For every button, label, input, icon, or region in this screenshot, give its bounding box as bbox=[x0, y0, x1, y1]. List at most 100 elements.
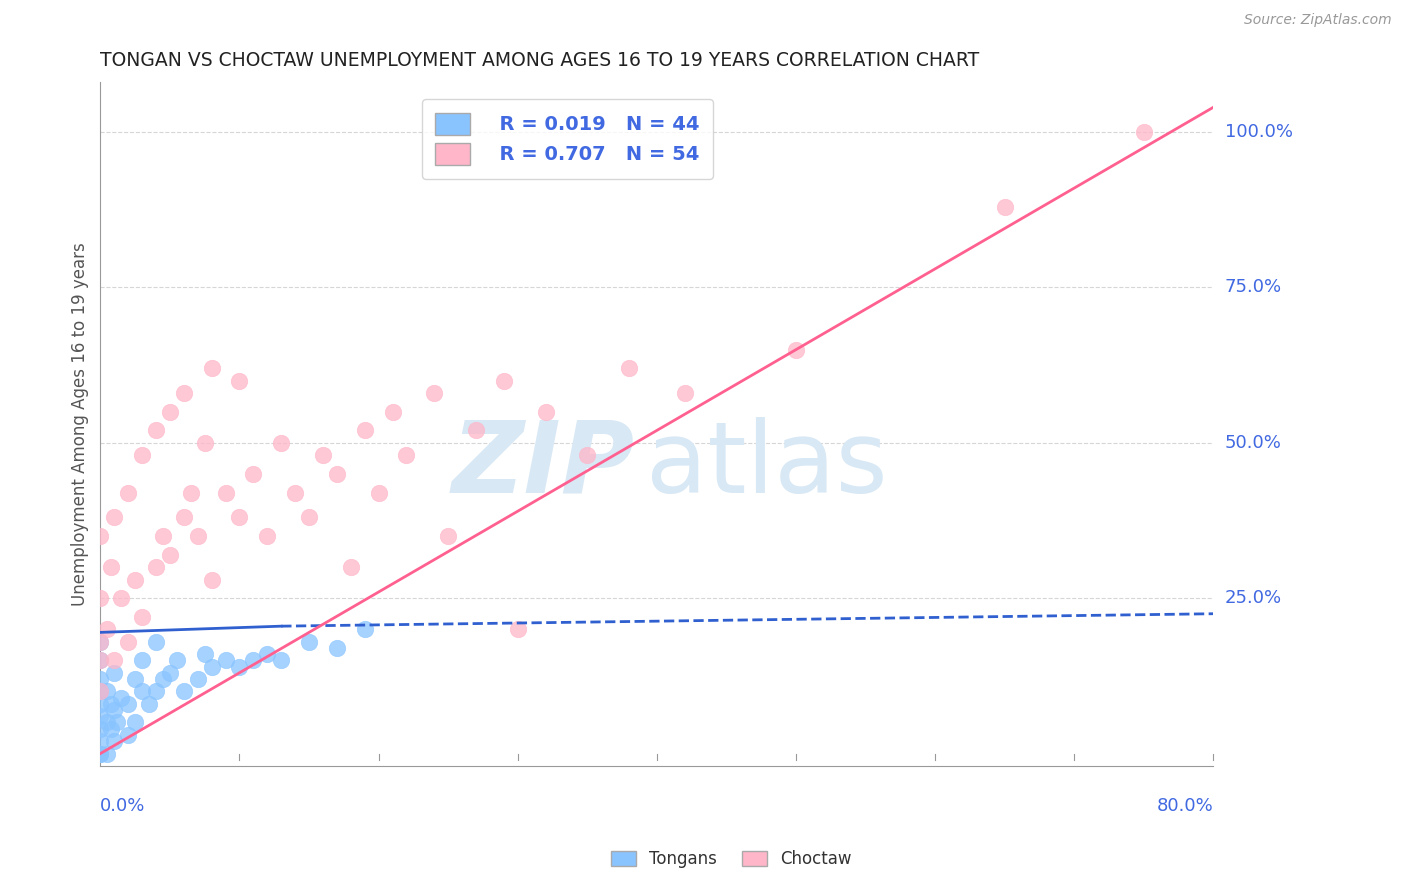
Point bbox=[103, 510, 125, 524]
Point bbox=[194, 647, 217, 661]
Point bbox=[145, 634, 167, 648]
Point bbox=[89, 672, 111, 686]
Legend: Tongans, Choctaw: Tongans, Choctaw bbox=[605, 844, 858, 875]
Point bbox=[96, 684, 118, 698]
Point bbox=[353, 622, 375, 636]
Point bbox=[201, 361, 224, 376]
Point bbox=[534, 405, 557, 419]
Point bbox=[173, 386, 195, 401]
Point bbox=[1133, 125, 1156, 139]
Point bbox=[117, 634, 139, 648]
Point bbox=[110, 591, 132, 606]
Point bbox=[100, 560, 122, 574]
Point bbox=[100, 697, 122, 711]
Point bbox=[96, 747, 118, 761]
Point bbox=[152, 529, 174, 543]
Point bbox=[506, 622, 529, 636]
Point bbox=[353, 424, 375, 438]
Point bbox=[284, 485, 307, 500]
Point bbox=[214, 653, 236, 667]
Point bbox=[187, 529, 209, 543]
Point bbox=[89, 591, 111, 606]
Point bbox=[103, 734, 125, 748]
Point bbox=[138, 697, 160, 711]
Point bbox=[492, 374, 515, 388]
Point bbox=[194, 435, 217, 450]
Point bbox=[89, 709, 111, 723]
Point bbox=[298, 634, 321, 648]
Point bbox=[340, 560, 363, 574]
Point bbox=[89, 684, 111, 698]
Point bbox=[124, 672, 146, 686]
Point bbox=[159, 405, 181, 419]
Point bbox=[117, 485, 139, 500]
Point bbox=[117, 697, 139, 711]
Point bbox=[110, 690, 132, 705]
Text: 75.0%: 75.0% bbox=[1225, 278, 1282, 296]
Point bbox=[89, 684, 111, 698]
Point bbox=[228, 510, 250, 524]
Point bbox=[270, 653, 292, 667]
Text: TONGAN VS CHOCTAW UNEMPLOYMENT AMONG AGES 16 TO 19 YEARS CORRELATION CHART: TONGAN VS CHOCTAW UNEMPLOYMENT AMONG AGE… bbox=[100, 51, 980, 70]
Point bbox=[152, 672, 174, 686]
Point bbox=[96, 715, 118, 730]
Text: 25.0%: 25.0% bbox=[1225, 590, 1282, 607]
Point bbox=[201, 659, 224, 673]
Point bbox=[124, 715, 146, 730]
Point bbox=[994, 200, 1017, 214]
Text: ZIP: ZIP bbox=[451, 417, 634, 514]
Point bbox=[89, 653, 111, 667]
Point bbox=[367, 485, 389, 500]
Text: atlas: atlas bbox=[645, 417, 887, 514]
Point bbox=[437, 529, 460, 543]
Point bbox=[131, 684, 153, 698]
Point bbox=[89, 747, 111, 761]
Point bbox=[214, 485, 236, 500]
Point bbox=[187, 672, 209, 686]
Point bbox=[201, 573, 224, 587]
Point bbox=[423, 386, 446, 401]
Point bbox=[145, 684, 167, 698]
Point bbox=[100, 722, 122, 736]
Text: 0.0%: 0.0% bbox=[100, 797, 146, 814]
Point bbox=[89, 634, 111, 648]
Point bbox=[145, 560, 167, 574]
Point bbox=[381, 405, 404, 419]
Point bbox=[124, 573, 146, 587]
Point bbox=[96, 622, 118, 636]
Point bbox=[785, 343, 807, 357]
Point bbox=[105, 715, 128, 730]
Point bbox=[298, 510, 321, 524]
Point bbox=[89, 747, 111, 761]
Point bbox=[242, 653, 264, 667]
Text: 80.0%: 80.0% bbox=[1157, 797, 1213, 814]
Point bbox=[89, 634, 111, 648]
Point bbox=[228, 374, 250, 388]
Point bbox=[312, 448, 335, 462]
Point bbox=[103, 665, 125, 680]
Point bbox=[89, 653, 111, 667]
Point bbox=[326, 640, 349, 655]
Point bbox=[166, 653, 188, 667]
Point bbox=[117, 728, 139, 742]
Point bbox=[242, 467, 264, 481]
Point bbox=[326, 467, 349, 481]
Y-axis label: Unemployment Among Ages 16 to 19 years: Unemployment Among Ages 16 to 19 years bbox=[72, 243, 89, 606]
Point bbox=[159, 665, 181, 680]
Point bbox=[89, 529, 111, 543]
Point bbox=[228, 659, 250, 673]
Point bbox=[256, 647, 278, 661]
Text: 50.0%: 50.0% bbox=[1225, 434, 1281, 452]
Point bbox=[145, 424, 167, 438]
Point bbox=[465, 424, 488, 438]
Text: Source: ZipAtlas.com: Source: ZipAtlas.com bbox=[1244, 13, 1392, 28]
Point bbox=[270, 435, 292, 450]
Text: 100.0%: 100.0% bbox=[1225, 123, 1292, 141]
Point bbox=[89, 734, 111, 748]
Point bbox=[395, 448, 418, 462]
Point bbox=[256, 529, 278, 543]
Point bbox=[103, 703, 125, 717]
Point bbox=[131, 448, 153, 462]
Point bbox=[159, 548, 181, 562]
Point bbox=[617, 361, 640, 376]
